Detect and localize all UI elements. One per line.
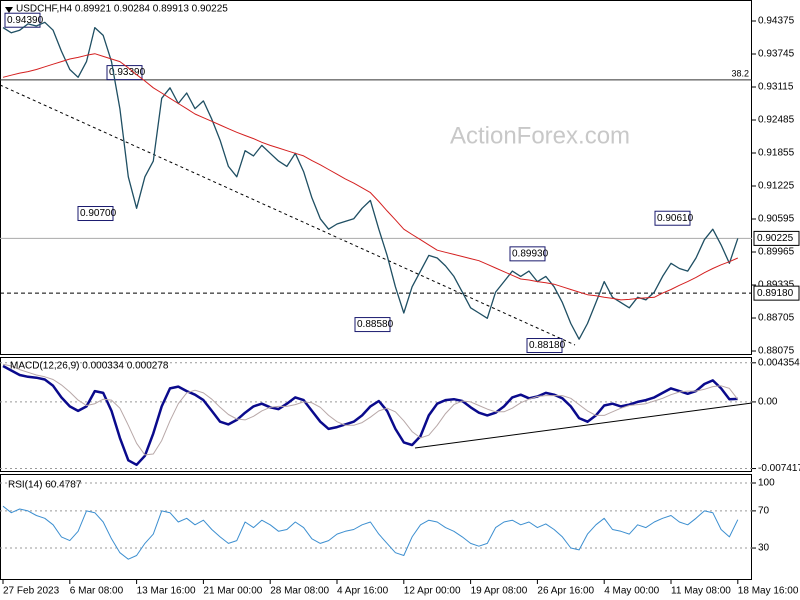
x-tick-label: 28 Mar 08:00 — [270, 586, 329, 597]
fib-label: 38.2 — [731, 68, 749, 78]
annotation-box — [77, 206, 114, 222]
series-line — [2, 364, 738, 467]
annotation-label: 0.88180 — [529, 340, 566, 351]
x-tick-label: 19 Apr 08:00 — [471, 586, 528, 597]
y-tick-label: 0.91225 — [758, 181, 795, 192]
panel-title: MACD(12,26,9) 0.000334 0.000278 — [10, 361, 169, 372]
x-tick-label: 27 Feb 2023 — [3, 586, 60, 597]
series-line — [2, 505, 739, 560]
price-box — [753, 230, 800, 246]
annotation-label: 0.89930 — [512, 248, 549, 259]
y-tick-label: 0.89965 — [758, 247, 795, 258]
y-tick-label: 0.91855 — [758, 148, 795, 159]
panel-title: USDCHF,H4 0.89921 0.90284 0.89913 0.9022… — [16, 4, 228, 15]
annotation-label: 0.90610 — [657, 213, 694, 224]
y-tick-label: 30 — [758, 543, 770, 554]
x-tick-label: 6 Mar 08:00 — [70, 586, 124, 597]
y-tick-label: 0.89335 — [758, 280, 795, 291]
x-tick-label: 21 Mar 00:00 — [203, 586, 262, 597]
x-tick-label: 4 Apr 16:00 — [337, 586, 389, 597]
price-box-label: 0.90225 — [757, 233, 794, 244]
series-line — [2, 53, 739, 301]
x-tick-label: 4 May 00:00 — [604, 586, 659, 597]
annotation-label: 0.94390 — [7, 15, 44, 26]
y-tick-label: 0.93115 — [758, 82, 794, 93]
annotation-box — [354, 317, 391, 333]
annotation-box — [526, 338, 563, 354]
rsi-panel-frame — [0, 474, 752, 580]
y-tick-label: 0.93745 — [758, 49, 795, 60]
series-line — [2, 363, 739, 456]
watermark: ActionForex.com — [450, 122, 630, 149]
x-tick-label: 18 May 16:00 — [738, 586, 799, 597]
y-tick-label: 0.94375 — [758, 16, 795, 27]
y-tick-label: 0.00 — [758, 397, 778, 408]
menu-arrow — [5, 7, 13, 13]
price-box-label: 0.89180 — [757, 288, 794, 299]
macd-trendline — [414, 402, 753, 449]
y-tick-label: 70 — [758, 506, 770, 517]
x-tick-label: 12 Apr 00:00 — [404, 586, 461, 597]
y-tick-label: 0.88075 — [758, 346, 795, 357]
annotation-box — [654, 210, 691, 226]
y-tick-label: 0.92485 — [758, 115, 795, 126]
annotation-box — [509, 246, 546, 262]
y-tick-label: 100 — [758, 478, 775, 489]
annotation-label: 0.90700 — [80, 208, 117, 219]
annotation-label: 0.93390 — [109, 67, 146, 78]
y-tick-label: -0.007417 — [758, 463, 800, 474]
x-tick-label: 11 May 08:00 — [671, 586, 731, 597]
y-tick-label: 0.004354 — [758, 357, 800, 368]
macd-panel-frame — [0, 357, 752, 472]
y-tick-label: 0.90595 — [758, 214, 795, 225]
x-tick-label: 13 Mar 16:00 — [137, 586, 196, 597]
price-panel-frame — [0, 0, 752, 355]
annotation-box — [4, 12, 41, 28]
y-tick-label: 0.88705 — [758, 313, 795, 324]
panel-title: RSI(14) 60.4787 — [8, 480, 82, 491]
annotation-label: 0.88580 — [357, 319, 394, 330]
x-tick-label: 26 Apr 16:00 — [537, 586, 594, 597]
price-box — [753, 285, 800, 301]
